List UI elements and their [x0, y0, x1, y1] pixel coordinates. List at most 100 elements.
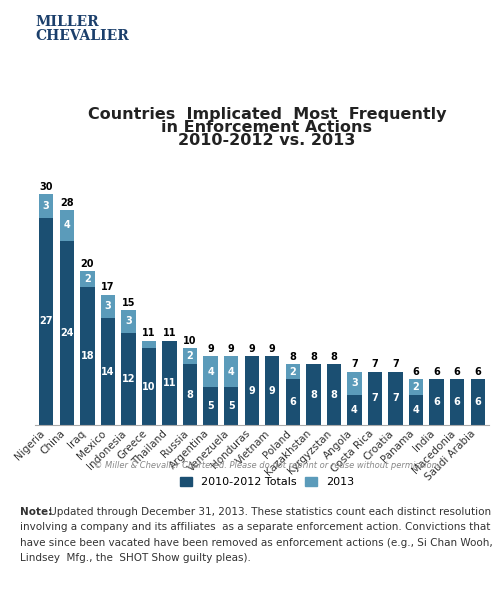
Bar [142, 349, 156, 425]
Text: 2: 2 [413, 382, 420, 392]
Bar [80, 287, 94, 425]
Text: involving a company and its affiliates  as a separate enforcement action. Convic: involving a company and its affiliates a… [20, 522, 491, 533]
Text: in Enforcement Actions: in Enforcement Actions [162, 120, 372, 135]
Bar [39, 218, 53, 425]
Text: 28: 28 [60, 198, 73, 208]
Text: 30: 30 [39, 182, 53, 192]
Text: 15: 15 [122, 298, 135, 308]
Text: 5: 5 [228, 401, 235, 411]
Text: 6: 6 [413, 367, 420, 377]
Text: 14: 14 [101, 367, 115, 377]
Bar [204, 356, 218, 387]
Text: 4: 4 [413, 405, 420, 415]
Text: 24: 24 [60, 328, 73, 338]
Bar [59, 240, 74, 425]
Bar [430, 379, 444, 425]
Bar [183, 349, 197, 364]
Text: 4: 4 [207, 367, 214, 377]
Bar [204, 387, 218, 425]
Text: 7: 7 [372, 359, 378, 369]
Text: 2: 2 [187, 351, 194, 361]
Text: 11: 11 [163, 328, 176, 339]
Bar [245, 356, 259, 425]
Text: 8: 8 [310, 352, 317, 362]
Bar [80, 271, 94, 287]
Bar [347, 394, 362, 425]
Text: 8: 8 [330, 390, 337, 400]
Text: 9: 9 [249, 386, 255, 396]
Text: 3: 3 [125, 317, 132, 327]
Bar [265, 356, 279, 425]
Text: 6: 6 [475, 397, 481, 408]
Text: Lindsey  Mfg., the  SHOT Show guilty pleas).: Lindsey Mfg., the SHOT Show guilty pleas… [20, 553, 251, 563]
Bar [121, 333, 136, 425]
Text: 3: 3 [43, 201, 49, 211]
Bar [471, 379, 485, 425]
Text: 2010-2012 vs. 2013: 2010-2012 vs. 2013 [178, 133, 356, 148]
Text: 8: 8 [289, 352, 296, 362]
Text: 18: 18 [80, 351, 94, 361]
Text: 2: 2 [84, 274, 91, 284]
Text: Note:: Note: [20, 507, 52, 517]
Text: MILLER: MILLER [35, 15, 99, 29]
Bar [285, 364, 300, 379]
Text: 3: 3 [104, 301, 111, 311]
Text: have since been vacated have been removed as enforcement actions (e.g., Si Chan : have since been vacated have been remove… [20, 538, 493, 548]
Bar [409, 379, 423, 394]
Text: 10: 10 [142, 382, 156, 392]
Text: 12: 12 [122, 374, 135, 384]
Text: 9: 9 [249, 344, 255, 354]
Text: 17: 17 [101, 282, 115, 292]
Bar [162, 341, 177, 425]
Text: 7: 7 [392, 393, 399, 403]
Text: 4: 4 [63, 220, 70, 230]
Text: 20: 20 [80, 259, 94, 269]
Bar [101, 295, 115, 318]
Text: 7: 7 [392, 359, 399, 369]
Bar [368, 371, 382, 425]
Text: 7: 7 [372, 393, 378, 403]
Bar [224, 387, 239, 425]
Bar [409, 394, 423, 425]
Bar [142, 341, 156, 349]
Bar [121, 310, 136, 333]
Bar [450, 379, 465, 425]
Bar [285, 379, 300, 425]
Bar [388, 371, 403, 425]
Text: 6: 6 [454, 367, 461, 377]
Text: 10: 10 [183, 336, 197, 346]
Bar [59, 210, 74, 240]
Text: 5: 5 [207, 401, 214, 411]
Text: 9: 9 [207, 344, 214, 354]
Legend: 2010-2012 Totals, 2013: 2010-2012 Totals, 2013 [180, 477, 354, 487]
Bar [224, 356, 239, 387]
Text: 7: 7 [351, 359, 358, 369]
Text: 11: 11 [142, 328, 156, 339]
Text: Countries  Implicated  Most  Frequently: Countries Implicated Most Frequently [88, 107, 446, 122]
Text: 6: 6 [433, 367, 440, 377]
Text: 8: 8 [330, 352, 337, 362]
Text: 8: 8 [310, 390, 317, 400]
Text: 11: 11 [163, 378, 176, 388]
Bar [347, 371, 362, 394]
Text: 9: 9 [228, 344, 235, 354]
Text: 6: 6 [454, 397, 461, 408]
Bar [101, 318, 115, 425]
Text: Updated through December 31, 2013. These statistics count each distinct resoluti: Updated through December 31, 2013. These… [46, 507, 492, 517]
Text: © Miller & Chevalier Chartered. Please do not reprint or reuse without permissio: © Miller & Chevalier Chartered. Please d… [94, 461, 440, 470]
Text: 6: 6 [475, 367, 481, 377]
Bar [327, 364, 341, 425]
Text: 6: 6 [433, 397, 440, 408]
Text: 9: 9 [269, 344, 275, 354]
Text: CHEVALIER: CHEVALIER [35, 29, 129, 43]
Text: 6: 6 [289, 397, 296, 408]
Bar [306, 364, 320, 425]
Text: 9: 9 [269, 386, 275, 396]
Text: 3: 3 [351, 378, 358, 388]
Bar [183, 364, 197, 425]
Text: 8: 8 [187, 390, 194, 400]
Bar [39, 195, 53, 218]
Text: 27: 27 [39, 317, 53, 327]
Text: 2: 2 [289, 367, 296, 377]
Text: 4: 4 [351, 405, 358, 415]
